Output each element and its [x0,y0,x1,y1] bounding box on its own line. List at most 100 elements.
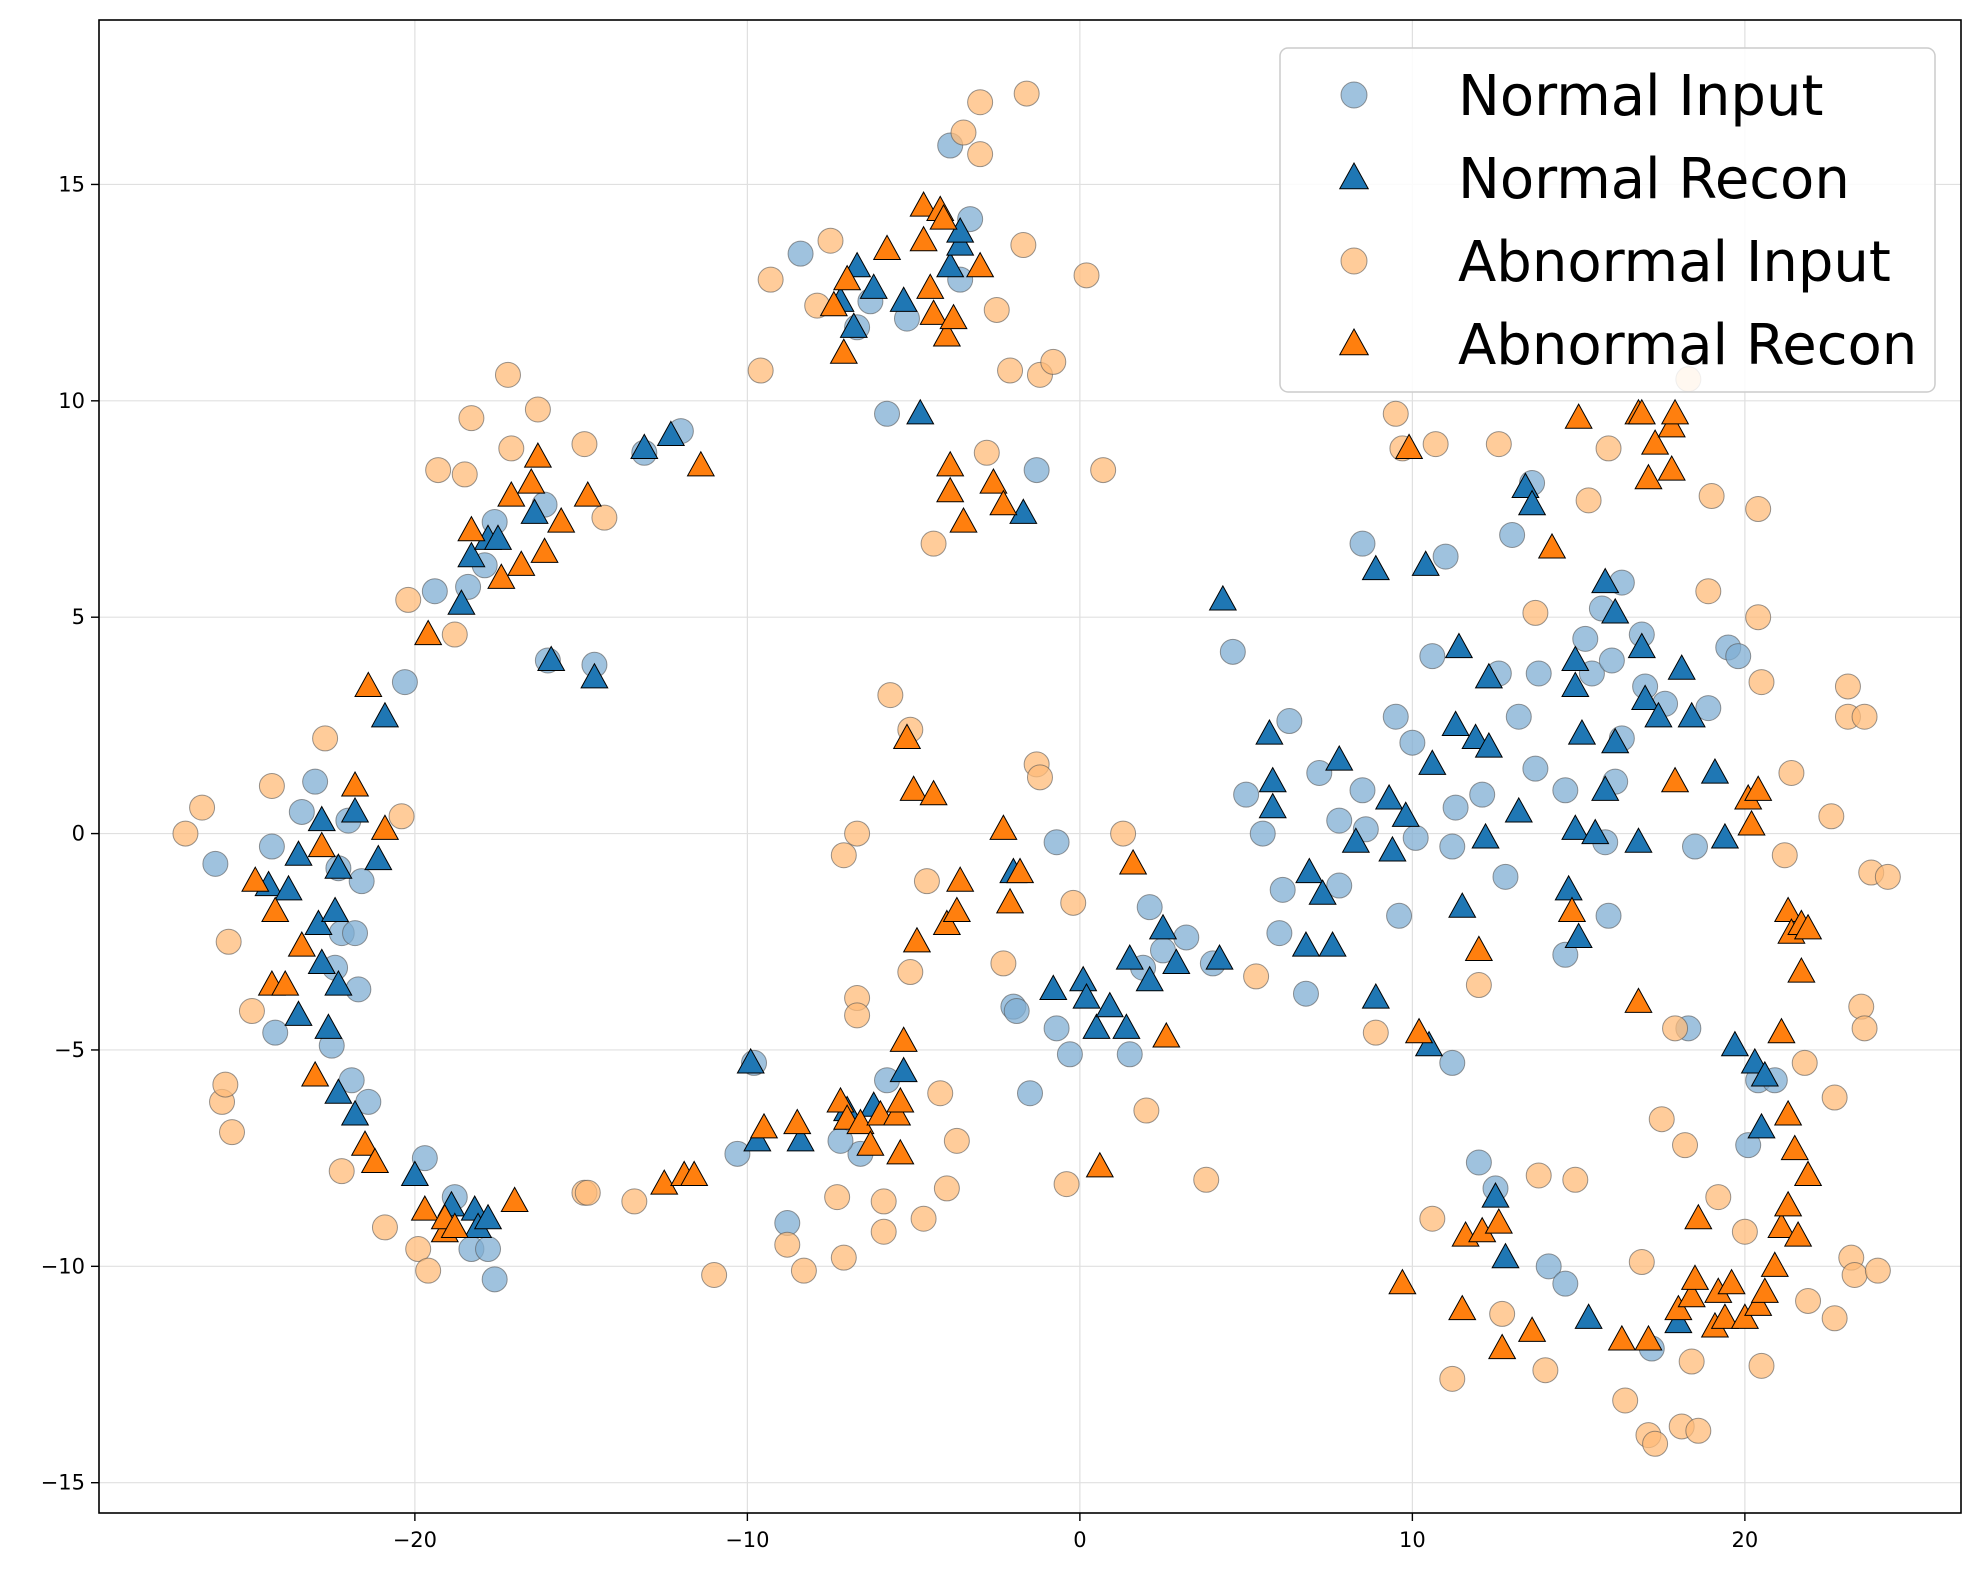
abnormal-recon-point [936,450,965,477]
abnormal-input-point [774,1231,801,1258]
normal-recon-point [946,229,975,256]
abnormal-input-point [844,1002,871,1029]
normal-recon-point [1591,775,1620,801]
normal-input-point [1469,781,1496,808]
abnormal-recon-point [507,550,536,576]
abnormal-recon-point [909,225,938,252]
normal-recon-point [1418,749,1447,775]
abnormal-input-point [219,1119,245,1146]
abnormal-input-point [1485,431,1512,458]
abnormal-input-point [1834,673,1861,700]
normal-input-point [1349,777,1376,804]
abnormal-input-legend-label: Abnormal Input [1458,230,1891,295]
normal-recon-point [1162,948,1191,974]
abnormal-recon-point [882,1099,912,1126]
normal-input-point [1269,876,1296,903]
abnormal-recon-point [749,1112,779,1139]
abnormal-input-point [990,950,1017,977]
abnormal-input-point [1562,1166,1589,1193]
abnormal-input-point [1060,889,1087,916]
abnormal-recon-point [1660,398,1690,425]
abnormal-recon-point [856,1130,885,1156]
normal-input-point [1419,643,1446,670]
normal-recon-point [324,1078,353,1104]
abnormal-recon-point [919,779,948,806]
abnormal-input-point [1628,1249,1655,1276]
abnormal-input-point [897,959,924,986]
abnormal-input-point [1243,963,1270,990]
normal-recon-point [1504,796,1533,823]
normal-recon-point [1448,892,1477,918]
abnormal-recon-point [1780,1134,1809,1161]
abnormal-input-point [870,1218,897,1245]
normal-recon-point [340,796,370,823]
normal-input-point [1136,894,1163,921]
abnormal-recon-point [995,887,1025,914]
normal-input-point [1432,543,1459,570]
abnormal-recon-point [241,866,270,892]
normal-recon-point [457,541,486,568]
normal-input-point [1382,703,1409,730]
abnormal-recon-point [1564,403,1593,429]
normal-recon-point [1677,701,1706,728]
normal-recon-legend-marker [1338,161,1370,190]
abnormal-input-point [910,1205,937,1232]
normal-recon-point [1115,944,1144,970]
abnormal-input-point [1748,669,1775,696]
abnormal-input-point [973,439,1000,466]
normal-recon-point [284,840,313,866]
normal-recon-point [786,1125,815,1152]
abnormal-input-point [1748,1352,1775,1379]
abnormal-recon-point [1627,398,1656,425]
normal-recon-point [320,896,350,923]
normal-input-point [1552,1270,1579,1297]
abnormal-recon-point [1760,1251,1789,1277]
normal-recon-point [370,701,400,728]
abnormal-recon-point [1793,1160,1823,1187]
abnormal-recon-point [1767,1017,1796,1044]
normal-input-point [1492,863,1519,890]
normal-recon-point [1082,1013,1111,1039]
abnormal-input-point [1422,431,1449,458]
normal-recon-legend-label: Normal Recon [1458,147,1850,212]
y-tick-label: 15 [58,172,85,196]
normal-input-legend-label: Normal Input [1458,64,1823,129]
abnormal-recon-point [1783,1221,1813,1247]
normal-input-point [302,768,329,795]
normal-input-point [1735,1132,1762,1159]
abnormal-input-point [524,396,551,423]
abnormal-input-point [830,1244,857,1271]
abnormal-input-point [1642,1430,1669,1457]
abnormal-recon-point [1744,775,1773,801]
normal-input-point [1173,924,1200,951]
abnormal-recon-point [936,476,965,503]
abnormal-input-point [441,621,468,648]
abnormal-recon-point [979,468,1008,494]
abnormal-recon-point [1750,1277,1779,1303]
abnormal-input-point [830,842,857,869]
abnormal-input-point [1731,1218,1758,1245]
abnormal-input-point [1612,1387,1639,1414]
normal-input-point [342,920,369,947]
y-tick-label: −10 [41,1254,85,1278]
normal-input-point [1499,521,1526,548]
normal-recon-point [630,433,659,460]
abnormal-input-point [1745,496,1772,523]
normal-input-point [1276,708,1303,735]
abnormal-recon-point [300,1060,330,1087]
normal-recon-point [1710,822,1740,849]
normal-input-point [1552,777,1579,804]
abnormal-recon-point [1448,1294,1477,1321]
abnormal-input-point [920,530,947,557]
abnormal-input-point [371,1214,398,1241]
normal-input-point [1326,807,1353,834]
abnormal-input-point [1821,1084,1848,1111]
abnormal-input-point [1695,578,1722,605]
normal-recon-point [1474,662,1503,689]
abnormal-recon-point [650,1169,679,1195]
abnormal-input-point [574,1179,601,1206]
normal-input-point [1249,820,1276,847]
normal-input-point [1505,703,1532,730]
abnormal-input-point [817,227,844,254]
abnormal-recon-point [307,831,336,858]
